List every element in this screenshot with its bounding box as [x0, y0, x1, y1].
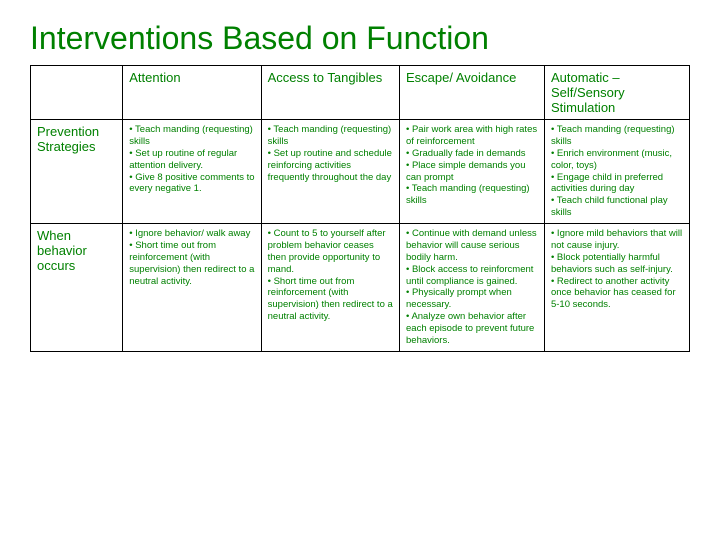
- cell-prevention-automatic: • Teach manding (requesting) skills • En…: [544, 120, 689, 224]
- row-header-when-occurs: When behavior occurs: [31, 224, 123, 352]
- col-header-blank: [31, 66, 123, 120]
- col-header-automatic: Automatic – Self/Sensory Stimulation: [544, 66, 689, 120]
- table-row: When behavior occurs • Ignore behavior/ …: [31, 224, 690, 352]
- col-header-attention: Attention: [123, 66, 261, 120]
- page-title: Interventions Based on Function: [30, 20, 690, 57]
- header-row: Attention Access to Tangibles Escape/ Av…: [31, 66, 690, 120]
- col-header-tangibles: Access to Tangibles: [261, 66, 399, 120]
- row-header-prevention: Prevention Strategies: [31, 120, 123, 224]
- cell-prevention-escape: • Pair work area with high rates of rein…: [400, 120, 545, 224]
- cell-when-escape: • Continue with demand unless behavior w…: [400, 224, 545, 352]
- cell-when-attention: • Ignore behavior/ walk away • Short tim…: [123, 224, 261, 352]
- table-row: Prevention Strategies • Teach manding (r…: [31, 120, 690, 224]
- cell-when-automatic: • Ignore mild behaviors that will not ca…: [544, 224, 689, 352]
- cell-prevention-tangibles: • Teach manding (requesting) skills • Se…: [261, 120, 399, 224]
- col-header-escape: Escape/ Avoidance: [400, 66, 545, 120]
- cell-when-tangibles: • Count to 5 to yourself after problem b…: [261, 224, 399, 352]
- cell-prevention-attention: • Teach manding (requesting) skills • Se…: [123, 120, 261, 224]
- interventions-table: Attention Access to Tangibles Escape/ Av…: [30, 65, 690, 352]
